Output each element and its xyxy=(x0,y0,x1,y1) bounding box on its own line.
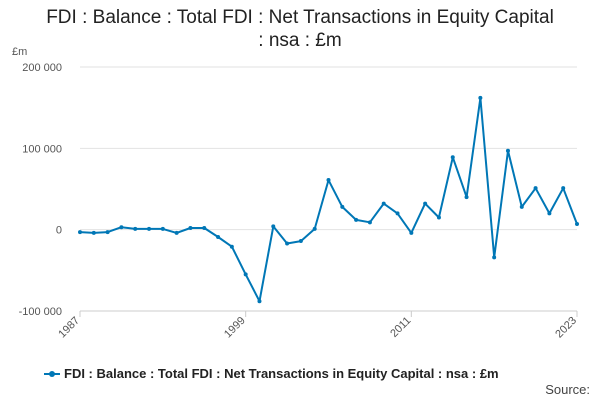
x-tick-label: 2023 xyxy=(553,315,579,341)
x-tick-label: 2011 xyxy=(388,315,413,340)
data-point xyxy=(105,230,110,235)
data-point xyxy=(492,255,497,260)
data-point xyxy=(202,226,207,231)
data-point xyxy=(561,186,566,191)
data-point xyxy=(533,186,538,191)
data-point xyxy=(133,226,138,231)
data-point xyxy=(381,201,386,206)
data-point xyxy=(160,226,165,231)
data-point xyxy=(395,211,400,216)
data-point xyxy=(367,220,372,225)
x-tick-label: 1987 xyxy=(56,315,82,341)
data-point xyxy=(423,201,428,206)
chart-title: FDI : Balance : Total FDI : Net Transact… xyxy=(0,6,600,52)
data-point xyxy=(174,230,179,235)
y-tick-label: 0 xyxy=(56,225,62,237)
data-point xyxy=(505,148,510,153)
data-point xyxy=(257,299,262,304)
y-tick-label: 200 000 xyxy=(22,62,62,74)
data-point xyxy=(575,221,579,226)
y-axis-label: £m xyxy=(12,46,27,58)
data-point xyxy=(464,195,469,200)
chart-title-line-2: : nsa : £m xyxy=(258,30,342,51)
legend-label: FDI : Balance : Total FDI : Net Transact… xyxy=(64,366,499,381)
data-point xyxy=(409,230,414,235)
series-line xyxy=(79,96,578,303)
data-point xyxy=(91,230,96,235)
source-label: Source: xyxy=(545,382,590,397)
data-point xyxy=(119,225,124,230)
data-point xyxy=(519,204,524,209)
data-point xyxy=(285,241,290,246)
data-point xyxy=(312,226,317,231)
data-point xyxy=(298,239,303,244)
data-point xyxy=(216,234,221,239)
data-point xyxy=(78,230,82,235)
data-point xyxy=(478,95,483,100)
data-point xyxy=(340,204,345,209)
data-point xyxy=(229,244,234,249)
data-point xyxy=(147,226,152,231)
legend[interactable]: FDI : Balance : Total FDI : Net Transact… xyxy=(44,366,499,381)
y-tick-label: -100 000 xyxy=(19,306,62,318)
data-point xyxy=(271,224,276,229)
y-tick-label: 100 000 xyxy=(22,143,62,155)
chart-title-line-1: FDI : Balance : Total FDI : Net Transact… xyxy=(46,7,554,28)
legend-swatch xyxy=(44,368,60,380)
data-point xyxy=(243,272,248,277)
data-point xyxy=(326,178,331,183)
data-point xyxy=(547,211,552,216)
data-point xyxy=(354,217,359,222)
x-tick-label: 1999 xyxy=(222,315,248,341)
data-point xyxy=(436,215,441,220)
data-point xyxy=(450,155,455,160)
data-point xyxy=(188,226,193,231)
